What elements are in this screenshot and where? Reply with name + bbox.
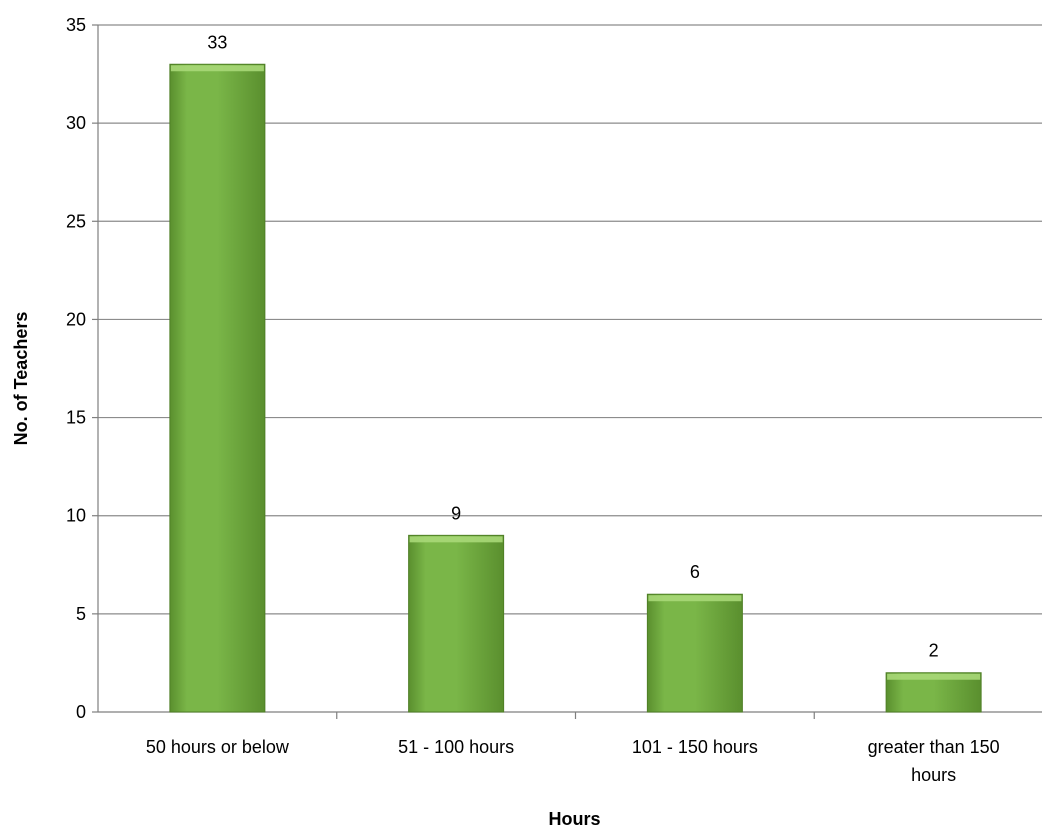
x-axis-title: Hours bbox=[548, 809, 600, 829]
y-tick-label: 30 bbox=[66, 113, 86, 133]
y-tick-label: 10 bbox=[66, 506, 86, 526]
x-tick-label: greater than 150 hours bbox=[868, 737, 1000, 785]
y-axis-title: No. of Teachers bbox=[11, 312, 31, 446]
data-label: 9 bbox=[451, 503, 461, 523]
bar bbox=[408, 534, 505, 713]
bar bbox=[169, 63, 266, 713]
data-label: 6 bbox=[690, 562, 700, 582]
y-tick-label: 35 bbox=[66, 15, 86, 35]
data-label: 2 bbox=[929, 641, 939, 661]
x-tick-label: 101 - 150 hours bbox=[632, 737, 758, 757]
y-tick-label: 20 bbox=[66, 309, 86, 329]
bar-top-highlight bbox=[648, 595, 742, 602]
labels: 0 5 10 15 20 25 30 35 33 50 hours or below 9 51 - 1… bbox=[66, 15, 1000, 785]
bars bbox=[169, 63, 982, 713]
y-tick-label: 5 bbox=[76, 604, 86, 624]
bar bbox=[646, 593, 743, 713]
x-tick-label: 51 - 100 hours bbox=[398, 737, 514, 757]
y-tick-label: 25 bbox=[66, 211, 86, 231]
data-label: 33 bbox=[207, 32, 227, 52]
y-tick-label: 0 bbox=[76, 702, 86, 722]
x-tick-label: 50 hours or below bbox=[146, 737, 290, 757]
bar-top-highlight bbox=[170, 65, 264, 72]
bar-top-highlight bbox=[409, 536, 503, 543]
y-tick-label: 15 bbox=[66, 408, 86, 428]
bar-top-highlight bbox=[887, 673, 981, 680]
